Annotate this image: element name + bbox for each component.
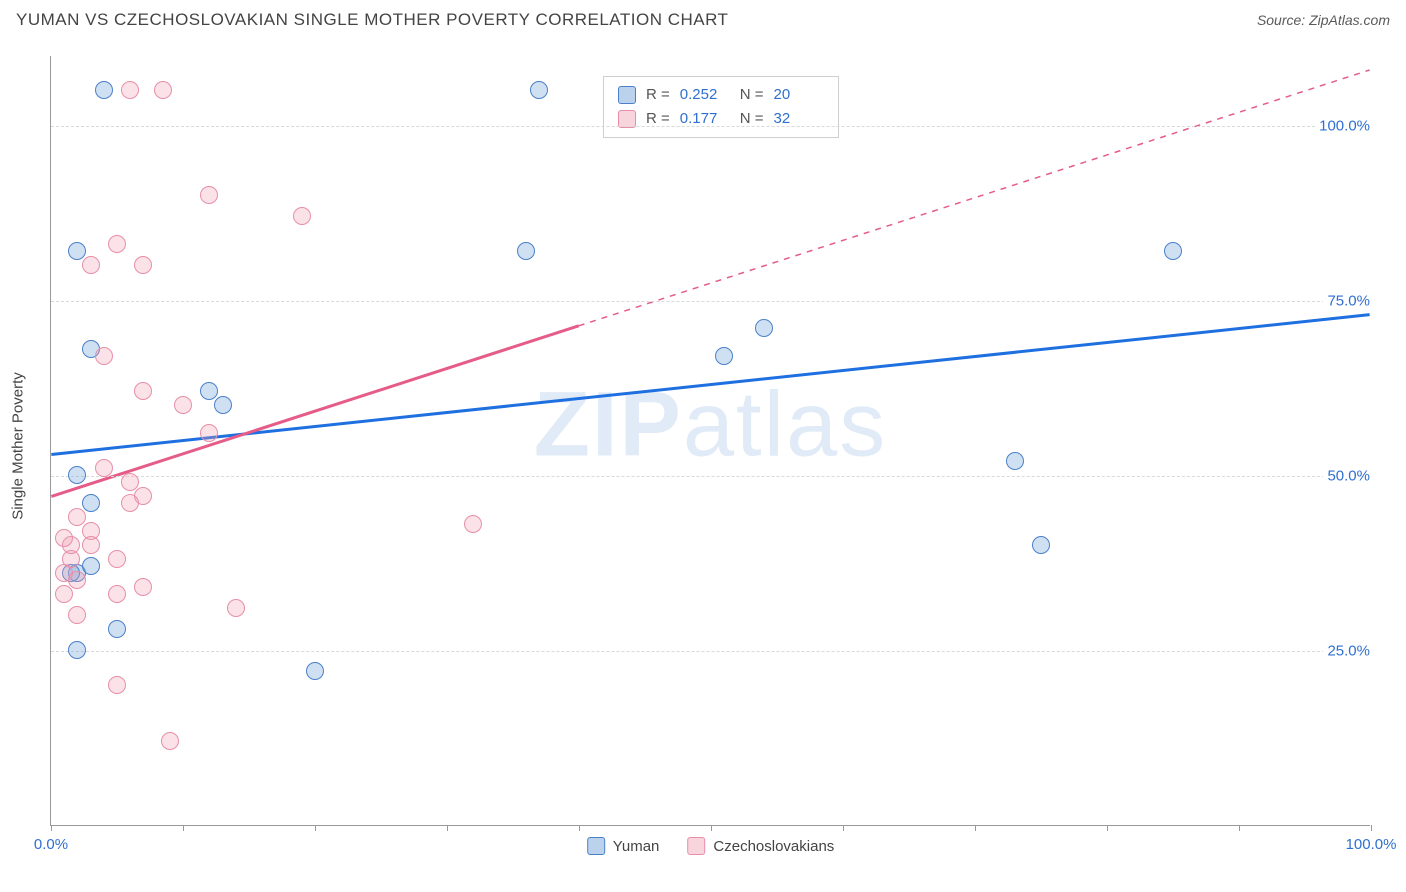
data-point [121,81,139,99]
x-axis-label: 0.0% [34,836,68,853]
data-point [306,662,324,680]
data-point [55,529,73,547]
y-tick-label: 50.0% [1323,468,1374,485]
legend-swatch [687,837,705,855]
data-point [108,550,126,568]
data-point [1164,242,1182,260]
x-tick [315,825,316,831]
data-point [200,186,218,204]
chart-title: YUMAN VS CZECHOSLOVAKIAN SINGLE MOTHER P… [16,10,728,30]
legend-item: Czechoslovakians [687,837,834,855]
source-attribution: Source: ZipAtlas.com [1257,12,1390,28]
trend-lines [51,56,1370,825]
n-value: 32 [774,107,824,131]
data-point [95,347,113,365]
x-axis-label: 100.0% [1346,836,1397,853]
data-point [134,578,152,596]
data-point [68,606,86,624]
gridline [51,301,1370,302]
data-point [530,81,548,99]
legend-series: Yuman Czechoslovakians [587,837,835,855]
data-point [134,256,152,274]
data-point [68,641,86,659]
gridline [51,126,1370,127]
x-tick [711,825,712,831]
data-point [200,424,218,442]
legend-stat-row: R = 0.177 N = 32 [618,107,824,131]
chart-wrap: Single Mother Poverty ZIPatlas R = 0.252 N… [0,36,1406,856]
watermark-atlas: atlas [683,374,887,476]
legend-swatch [618,86,636,104]
n-label: N = [740,107,764,131]
data-point [1032,536,1050,554]
data-point [1006,452,1024,470]
data-point [755,319,773,337]
y-tick-label: 25.0% [1323,643,1374,660]
data-point [55,585,73,603]
r-label: R = [646,83,670,107]
data-point [517,242,535,260]
data-point [134,382,152,400]
data-point [293,207,311,225]
r-label: R = [646,107,670,131]
data-point [108,235,126,253]
data-point [464,515,482,533]
r-value: 0.177 [680,107,730,131]
data-point [174,396,192,414]
r-value: 0.252 [680,83,730,107]
x-tick [579,825,580,831]
legend-stats: R = 0.252 N = 20 R = 0.177 N = 32 [603,76,839,138]
data-point [214,396,232,414]
data-point [95,459,113,477]
data-point [95,81,113,99]
x-tick [1239,825,1240,831]
legend-stat-row: R = 0.252 N = 20 [618,83,824,107]
x-tick [843,825,844,831]
n-value: 20 [774,83,824,107]
x-tick [975,825,976,831]
legend-label: Yuman [613,838,660,855]
y-tick-label: 100.0% [1315,118,1374,135]
data-point [227,599,245,617]
y-axis-title: Single Mother Poverty [10,372,27,520]
x-tick [51,825,52,831]
data-point [121,494,139,512]
watermark: ZIPatlas [534,373,887,478]
x-tick [1371,825,1372,831]
x-tick [183,825,184,831]
data-point [82,557,100,575]
plot-area: ZIPatlas R =0.252N =20R =0.177N =32 Yuma… [50,56,1370,826]
n-label: N = [740,83,764,107]
chart-header: YUMAN VS CZECHOSLOVAKIAN SINGLE MOTHER P… [0,0,1406,36]
data-point [108,676,126,694]
legend-item: Yuman [587,837,660,855]
x-tick [1107,825,1108,831]
data-point [715,347,733,365]
y-tick-label: 75.0% [1323,293,1374,310]
data-point [82,256,100,274]
data-point [82,536,100,554]
gridline [51,476,1370,477]
data-point [68,571,86,589]
data-point [68,466,86,484]
data-point [82,494,100,512]
data-point [108,585,126,603]
data-point [161,732,179,750]
watermark-zip: ZIP [534,374,683,476]
legend-swatch [587,837,605,855]
gridline [51,651,1370,652]
legend-label: Czechoslovakians [713,838,834,855]
data-point [108,620,126,638]
x-tick [447,825,448,831]
data-point [154,81,172,99]
